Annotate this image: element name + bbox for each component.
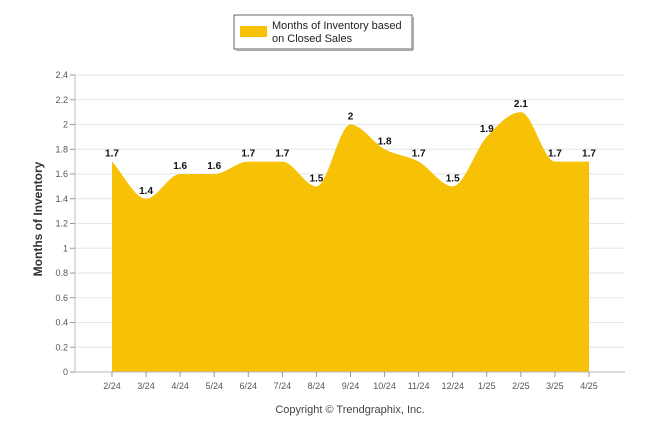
data-label: 1.6 xyxy=(207,161,221,172)
x-tick-label: 10/24 xyxy=(373,381,396,391)
data-label: 1.7 xyxy=(412,149,426,160)
x-tick-label: 3/25 xyxy=(546,381,564,391)
y-tick-label: 2 xyxy=(63,120,68,130)
legend-label-line2: on Closed Sales xyxy=(272,33,353,45)
y-tick-label: 1 xyxy=(63,243,68,253)
y-tick-label: 1.4 xyxy=(55,194,68,204)
x-tick-label: 4/24 xyxy=(171,381,189,391)
y-axis: 0 0.2 0.4 0.6 0.8 1 1.2 1.4 1.6 1.8 2 2.2 2.4 xyxy=(55,70,76,377)
legend-label-line1: Months of Inventory based xyxy=(272,20,402,32)
data-label: 1.9 xyxy=(480,124,494,135)
y-tick-label: 1.6 xyxy=(55,169,68,179)
x-tick-label: 5/24 xyxy=(205,381,223,391)
y-tick-label: 0.2 xyxy=(55,342,68,352)
data-label: 1.6 xyxy=(173,161,187,172)
data-label: 2.1 xyxy=(514,99,528,110)
y-axis-title: Months of Inventory xyxy=(31,161,45,276)
x-axis: 2/24 3/24 4/24 5/24 6/24 7/24 8/24 9/24 10/24 11/… xyxy=(75,371,625,391)
x-tick-label: 6/24 xyxy=(240,381,258,391)
data-label: 1.7 xyxy=(105,149,119,160)
copyright-text: Copyright © Trendgraphix, Inc. xyxy=(275,404,424,416)
data-label: 2 xyxy=(348,112,354,123)
x-tick-label: 2/24 xyxy=(103,381,121,391)
x-tick-label: 3/24 xyxy=(137,381,155,391)
data-label: 1.5 xyxy=(309,173,323,184)
y-tick-label: 0.4 xyxy=(55,318,68,328)
data-label: 1.7 xyxy=(582,149,596,160)
x-tick-label: 12/24 xyxy=(441,381,464,391)
plot-area xyxy=(112,112,589,372)
x-tick-label: 8/24 xyxy=(308,381,326,391)
y-tick-label: 0 xyxy=(63,367,68,377)
x-tick-label: 11/24 xyxy=(408,381,430,391)
y-tick-label: 1.8 xyxy=(55,144,68,154)
data-label: 1.7 xyxy=(275,149,289,160)
x-tick-label: 1/25 xyxy=(478,381,496,391)
y-tick-label: 0.6 xyxy=(55,293,68,303)
y-tick-label: 2.2 xyxy=(55,95,68,105)
data-label: 1.8 xyxy=(378,136,392,147)
y-tick-label: 0.8 xyxy=(55,268,68,278)
series-area xyxy=(112,112,589,372)
x-tick-label: 2/25 xyxy=(512,381,530,391)
data-labels: 1.7 1.4 1.6 1.6 1.7 1.7 1.5 2 1.8 1.7 1.5 1.9 2.1 1.7… xyxy=(105,99,596,197)
x-tick-label: 4/25 xyxy=(580,381,598,391)
data-label: 1.4 xyxy=(139,186,153,197)
x-tick-label: 7/24 xyxy=(274,381,292,391)
y-tick-label: 2.4 xyxy=(55,70,68,80)
data-label: 1.7 xyxy=(548,149,562,160)
legend: Months of Inventory based on Closed Sale… xyxy=(233,14,414,51)
y-tick-label: 1.2 xyxy=(55,219,68,229)
x-tick-label: 9/24 xyxy=(342,381,360,391)
data-label: 1.7 xyxy=(241,149,255,160)
data-label: 1.5 xyxy=(446,173,460,184)
legend-swatch xyxy=(240,26,267,37)
